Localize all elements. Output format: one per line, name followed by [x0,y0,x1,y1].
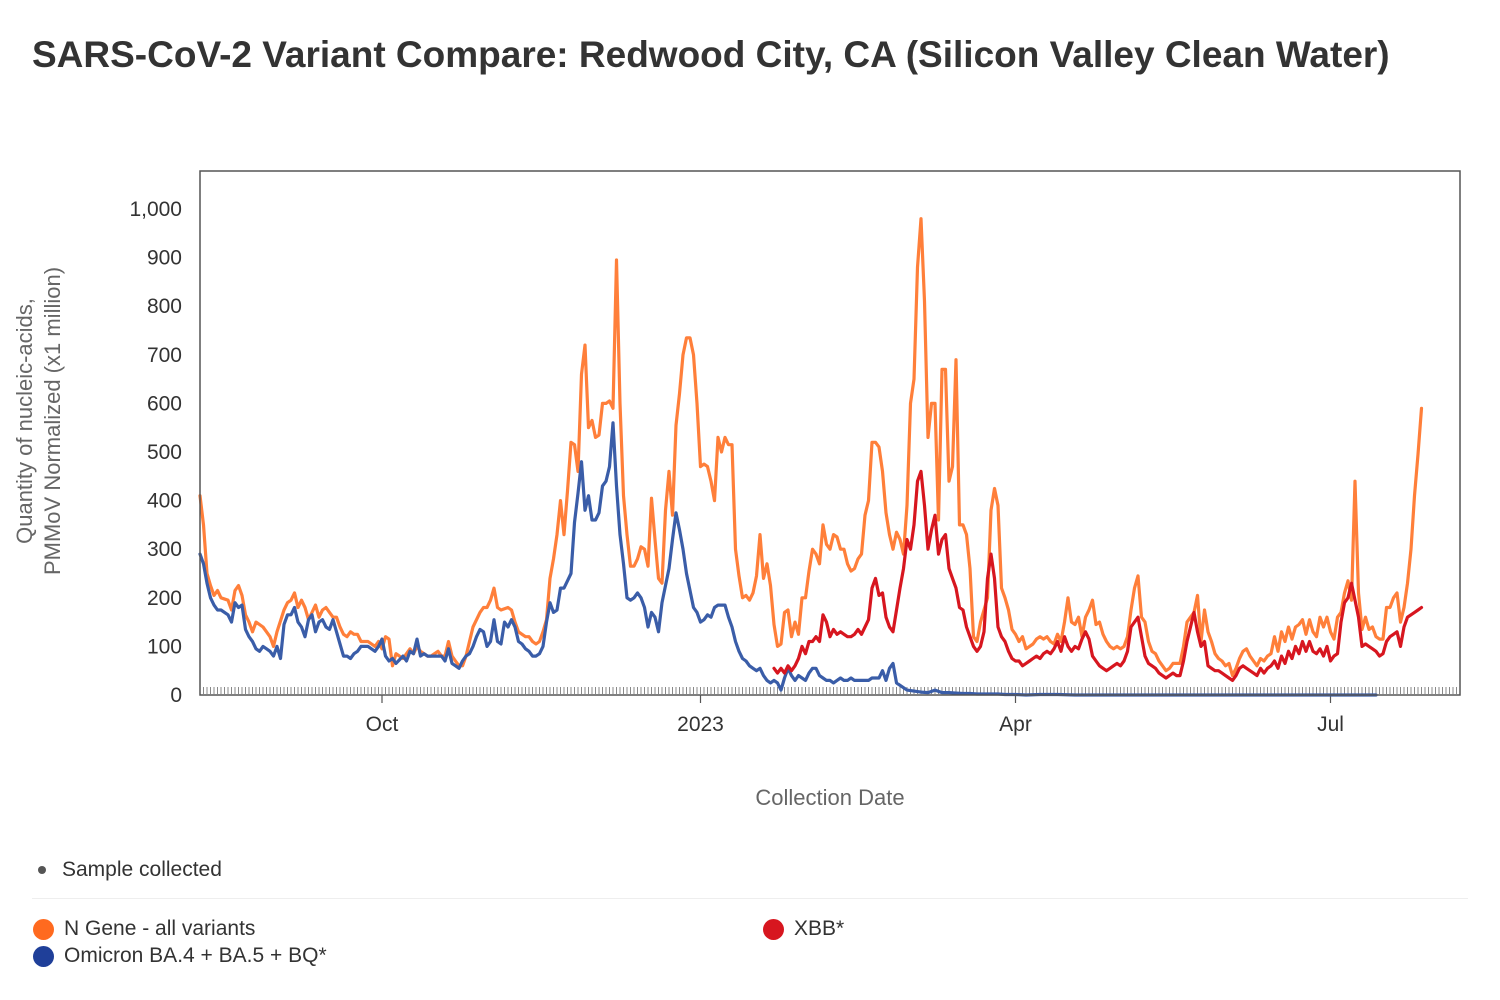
x-tick-label-2023: 2023 [677,713,724,736]
legend-item-omicron[interactable]: Omicron BA.4 + BA.5 + BQ* [33,944,327,968]
legend-swatch-n-gene [33,918,54,940]
series-line-n-gene [198,217,1424,678]
x-tick-label-apr: Apr [999,713,1032,736]
x-tick-label-oct: Oct [366,713,399,736]
page-title: SARS-CoV-2 Variant Compare: Redwood City… [32,34,1390,75]
legend-label-n-gene: N Gene - all variants [64,917,256,940]
y-tick-label-0: 0 [170,684,182,707]
legend-label-xbb: XBB* [794,917,845,940]
y-axis-title: Quantity of nucleic-acids, PMMoV Normali… [12,267,65,575]
x-tick-label-jul: Jul [1317,713,1344,736]
y-tick-label-1000: 1,000 [129,198,182,221]
plot-frame [199,170,1461,696]
x-tick-labels: Oct 2023 Apr Jul [366,695,1344,736]
legend-label-omicron: Omicron BA.4 + BA.5 + BQ* [64,944,327,967]
y-tick-label-400: 400 [147,490,182,513]
y-tick-label-800: 800 [147,295,182,318]
y-axis-title-line-2: PMMoV Normalized (x1 million) [40,267,65,575]
legend-item-xbb[interactable]: XBB* [763,917,844,941]
legend-swatch-omicron [33,945,54,967]
series-line-omicron [198,421,1378,697]
y-tick-labels: 0 100 200 300 400 500 600 700 800 900 1,000 [129,198,182,707]
legend-item-n-gene[interactable]: N Gene - all variants [33,917,255,941]
x-axis-title: Collection Date [755,785,904,810]
y-tick-label-500: 500 [147,441,182,464]
y-tick-label-700: 700 [147,344,182,367]
series-line-xbb [772,469,1424,682]
sample-rug-marks [199,687,1461,694]
y-tick-label-300: 300 [147,538,182,561]
sample-collected-label: Sample collected [62,858,222,881]
sample-collected-note: Sample collected [0,858,222,882]
series-lines [198,217,1424,697]
y-axis-title-line-1: Quantity of nucleic-acids, [12,298,37,544]
legend-swatch-xbb [763,918,784,940]
sample-dot-icon [38,866,46,874]
y-tick-label-100: 100 [147,635,182,658]
sample-rug [199,687,1461,694]
y-tick-label-200: 200 [147,587,182,610]
y-tick-label-900: 900 [147,247,182,270]
y-tick-label-600: 600 [147,392,182,415]
plot-border [199,170,1461,696]
